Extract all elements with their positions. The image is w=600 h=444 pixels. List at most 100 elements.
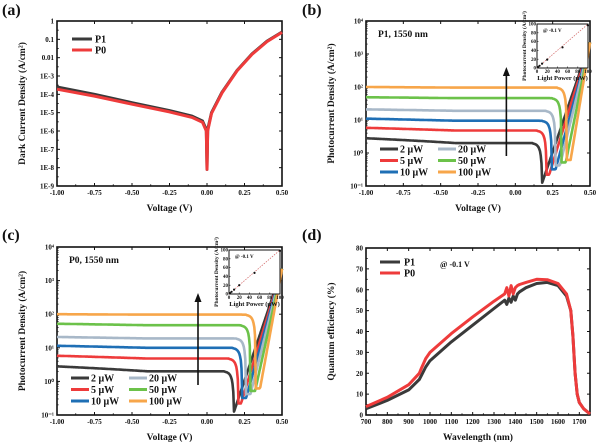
legend-label: 100 μW [149,397,182,408]
legend-label: 2 μW [91,374,114,385]
inset-y-tick-label: 0 [534,67,537,72]
inset-x-tick-label: 40 [247,296,253,301]
series-line-5w [56,268,284,405]
x-tick-label: -1.00 [50,418,65,426]
series-line-p1 [365,280,591,416]
inset-y-tick-label: 60 [531,40,537,45]
y-tick-label: 10¹ [45,344,54,352]
y-tick-label: 1E-7 [40,146,55,154]
legend-label-p1: P1 [404,258,415,269]
series-line-50w [365,42,592,164]
inset-annotation: @ -0.1 V [543,29,562,34]
x-tick-label: 0.50 [584,189,597,197]
x-tick-label: -1.00 [359,189,374,197]
y-tick-label: 10⁰ [353,150,363,158]
y-tick-label: 10² [45,311,54,319]
x-tick-label: 0.25 [547,189,560,197]
y-tick-label: 10³ [45,277,54,285]
panel-b-photocurrent-p1: (b) -1.00 -0.75 -0.50 -0.25 0.00 0.25 0.50 10⁻¹… [302,2,597,214]
series-line-p0 [56,31,283,171]
plot-b-area: -1.00 -0.75 -0.50 -0.25 0.00 0.25 0.50 10⁻¹ 10⁰ 1… [326,11,597,214]
inset-y-tick-label: 100 [529,23,537,28]
inset-data-point [278,249,282,252]
inset-y-tick-label: 20 [531,58,537,63]
inset-x-tick-label: 80 [575,70,581,75]
x-tick-label: 0.50 [276,189,289,197]
y-axis-label: Quantum efficiency (%) [326,282,337,380]
inset-y-tick-label: 40 [531,49,537,54]
y-tick-label: 10⁰ [44,378,54,386]
x-tick-label: -0.50 [433,189,448,197]
panel-annotation: P0, 1550 nm [69,256,119,266]
x-tick-label: -0.50 [125,418,140,426]
panel-annotation: P1, 1550 nm [378,30,428,40]
inset-data-point [536,66,540,69]
arrow-head-icon [194,293,202,302]
y-tick-label: 0 [360,412,364,420]
plot-a-area: -1.00 -0.75 -0.50 -0.25 0.00 0.25 0.50 1E-9 1E-8… [17,18,289,215]
x-tick-label: 1400 [508,418,523,426]
x-tick-label: 800 [382,418,393,426]
x-axis-label: Voltage (V) [147,203,193,214]
series-line-10w [365,42,592,171]
y-tick-label: 10¹ [354,117,363,125]
series-line-20w [365,42,592,167]
x-tick-label: 1000 [423,418,438,426]
x-tick-label: -0.75 [87,189,102,197]
legend-label: 20 μW [458,145,486,156]
panel-c-photocurrent-p0: (c) -1.00 -0.75 -0.50 -0.25 0.00 0.25 0.50 10⁻¹… [2,227,289,443]
panel-a-dark-current: (a) -1.00 -0.75 -0.50 -0.25 0.00 0.25 0.50 1E-9… [2,2,289,214]
inset-data-point [586,24,590,27]
inset-data-point [546,58,549,61]
y-tick-label: 1E-9 [40,183,55,191]
inset-data-point [538,64,541,67]
x-tick-label: -0.25 [471,189,486,197]
x-axis-label: Voltage (V) [147,432,193,443]
series-line-10w [56,268,284,400]
x-tick-label: 1700 [572,418,587,426]
y-tick-label: 1E-6 [40,128,55,136]
x-tick-label: 0.50 [276,418,289,426]
inset-x-tick-label: 0 [536,70,539,75]
plot-frame [56,20,283,187]
inset-y-tick-label: 20 [223,284,229,289]
series-line-20w [56,268,284,396]
inset-y-tick-label: 0 [226,293,229,298]
x-tick-label: -0.25 [162,418,177,426]
inset-x-tick-label: 20 [545,70,551,75]
inset-data-point [228,292,232,295]
panel-label-d: (d) [302,227,322,244]
y-axis-label: Photocurrent Density (A/cm²) [326,43,337,163]
y-tick-label: 1E-5 [40,109,55,117]
y-tick-label: 50 [356,307,364,315]
legend-label: 5 μW [91,385,114,396]
y-tick-label: 60 [356,286,364,294]
y-tick-label: 10⁴ [354,18,364,26]
legend-label: 5 μW [400,156,423,167]
inset-x-tick-label: 80 [267,296,273,301]
x-axis-label: Wavelength (nm) [443,432,513,443]
y-tick-label: 70 [356,265,364,273]
y-tick-label: 1E-3 [40,73,55,81]
inset-x-label: Light Power (μW) [229,301,280,308]
y-tick-label: 40 [356,328,364,336]
y-tick-label: 1E-8 [40,164,55,172]
panel-label-b: (b) [302,2,322,19]
y-tick-label: 80 [356,245,364,253]
x-tick-label: 1600 [551,418,566,426]
x-tick-label: 0.00 [509,189,522,197]
inset-data-point [541,62,544,65]
x-tick-label: 0.00 [201,418,214,426]
y-tick-label: 10 [356,391,364,399]
y-tick-label: 10³ [354,51,363,59]
x-tick-label: -0.25 [162,189,177,197]
y-tick-label: 1E-4 [40,91,55,99]
inset-x-tick-label: 20 [237,296,243,301]
legend-label: 100 μW [458,168,491,179]
inset-y-tick-label: 40 [223,275,229,280]
y-tick-label: 10⁴ [45,244,55,252]
inset-x-tick-label: 40 [555,70,561,75]
x-tick-label: 1300 [487,418,502,426]
inset-annotation: @ -0.1 V [235,255,254,260]
